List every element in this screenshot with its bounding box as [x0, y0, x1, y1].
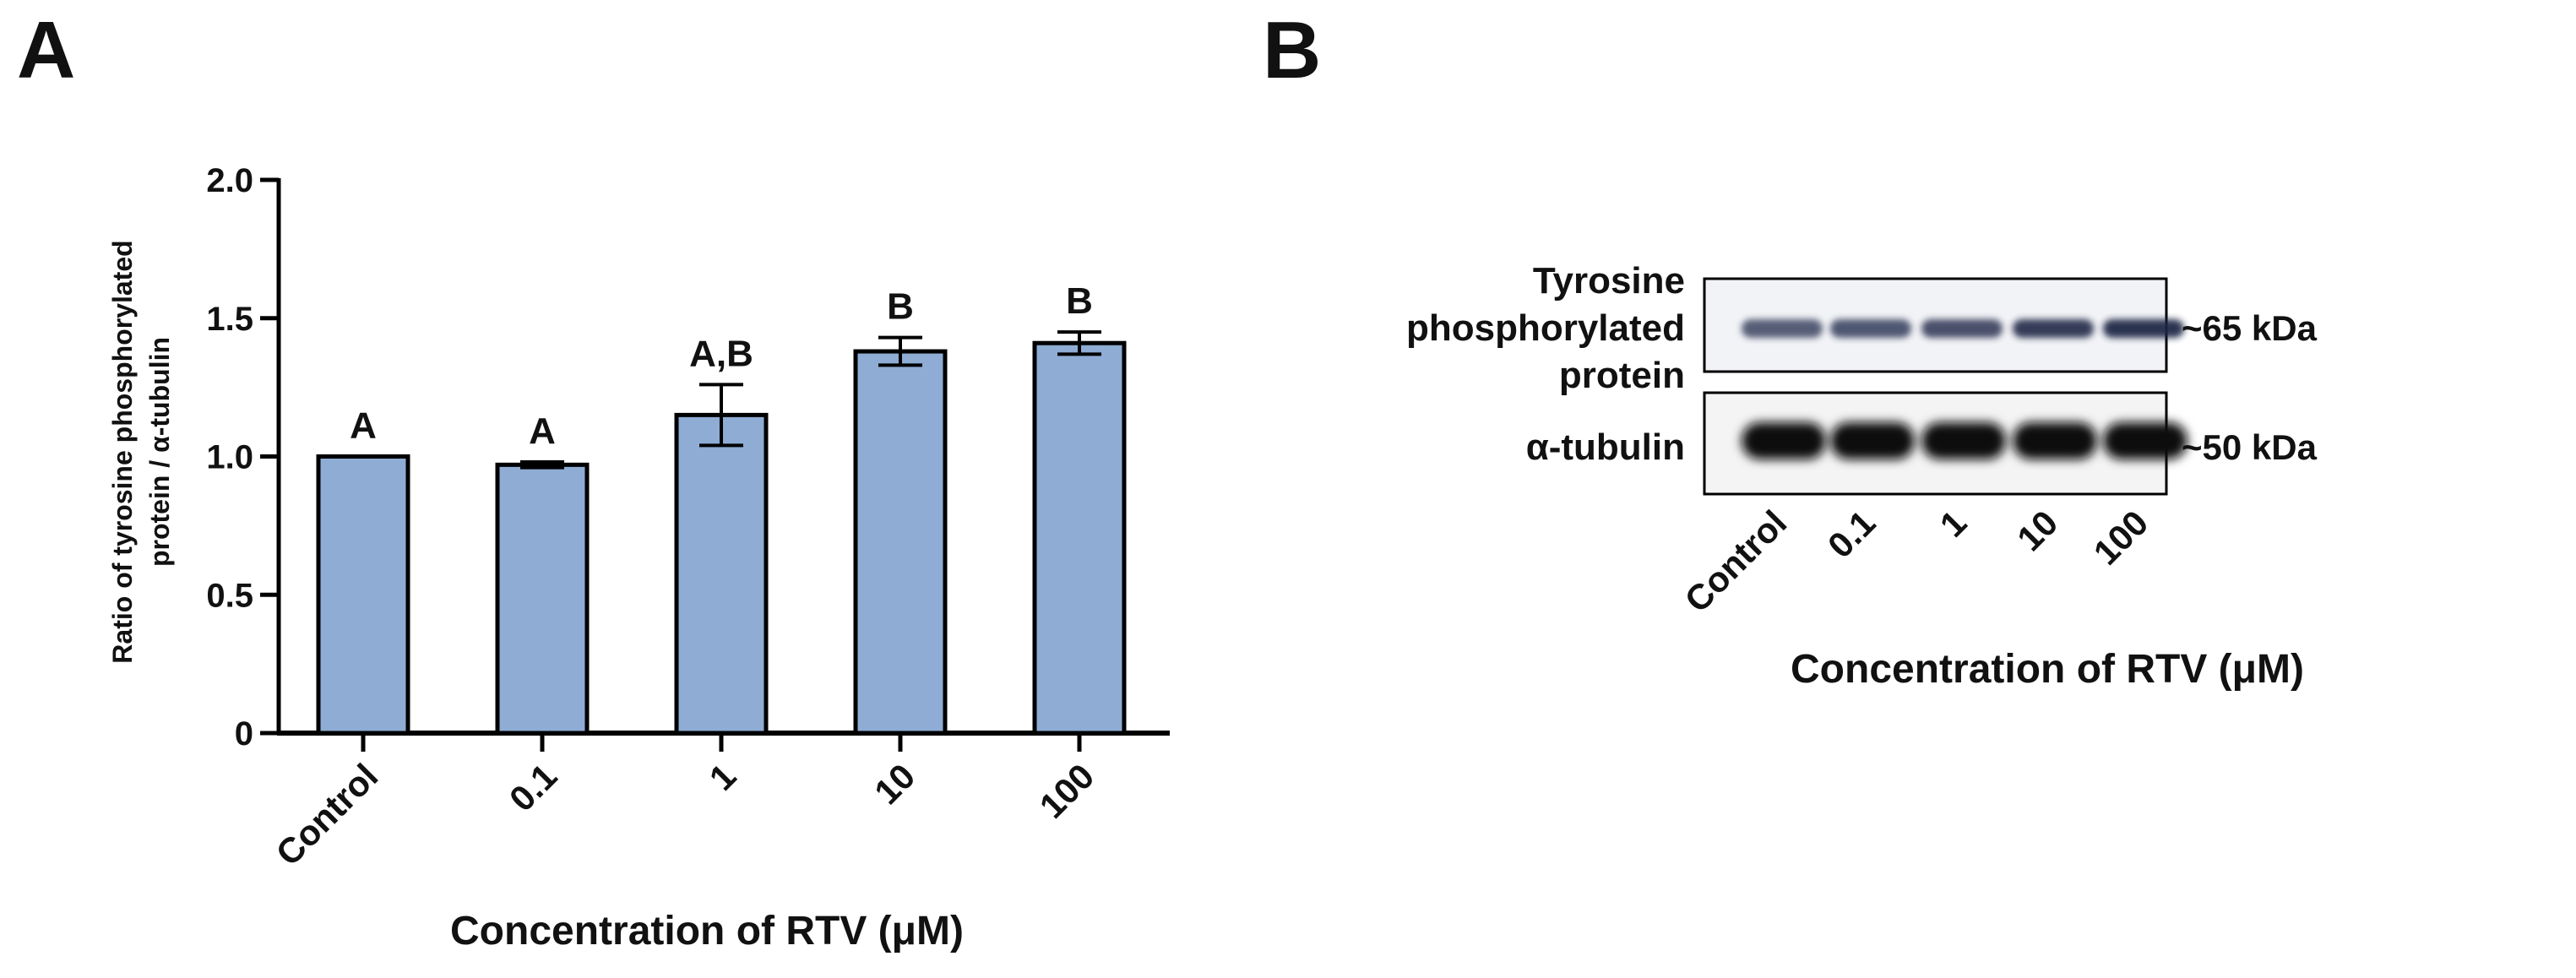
blot-band	[1830, 422, 1915, 459]
significance-letter: A,B	[689, 333, 753, 374]
x-tick-labels: Control 0.1 1 10 100	[269, 756, 1102, 873]
lane-labels: Control 0.1 1 10 100	[1677, 503, 2156, 620]
lane-label: 100	[2086, 503, 2156, 573]
x-tick-label: Control	[269, 756, 386, 873]
y-tick-label: 1.5	[206, 301, 253, 338]
lane-label: 0.1	[1820, 503, 1883, 566]
blot-row-label: phosphorylated	[1406, 307, 1685, 349]
blot-row-label: Tyrosine	[1533, 260, 1685, 302]
blot-band	[2103, 422, 2187, 459]
significance-letters: A A A,B B B	[350, 280, 1093, 452]
y-tick-label: 0	[235, 715, 253, 753]
x-axis	[277, 731, 1170, 752]
blot-row-label: protein	[1559, 355, 1685, 396]
molecular-weight-label: ~50 kDa	[2182, 427, 2318, 467]
significance-letter: B	[887, 286, 914, 328]
blot-row: Tyrosine phosphorylated protein ~65 kDa	[1406, 260, 2318, 396]
blot-band	[2013, 422, 2097, 459]
y-tick-label: 1.0	[206, 439, 253, 476]
y-axis-title: Ratio of tyrosine phosphorylated protein…	[107, 240, 175, 663]
panel-b: B Tyrosine phosphorylated protein ~65 kDa α-…	[1263, 5, 2318, 692]
error-bar	[520, 460, 564, 470]
y-axis-title-line-2: protein / α-tubulin	[144, 337, 175, 567]
y-tick-label: 2.0	[206, 162, 253, 199]
panel-a-label: A	[17, 5, 75, 95]
bars	[316, 340, 1127, 736]
blot-x-axis-title: Concentration of RTV (μM)	[1791, 647, 2304, 692]
x-tick-label: 0.1	[502, 756, 565, 819]
y-axis-title-line-1: Ratio of tyrosine phosphorylated	[107, 240, 138, 663]
significance-letter: A	[350, 405, 377, 447]
x-tick-label: 100	[1032, 756, 1102, 826]
blot-band	[1830, 319, 1911, 338]
lane-label: Control	[1677, 503, 1795, 620]
blot-band	[1921, 319, 2003, 338]
x-tick-label: 10	[867, 756, 922, 812]
error-bars	[520, 330, 1101, 470]
bar	[495, 462, 590, 736]
panel-a: A Ratio of tyrosine phosphorylated prote…	[17, 5, 1170, 954]
blot-band	[1921, 422, 2006, 459]
molecular-weight-label: ~65 kDa	[2182, 308, 2318, 348]
significance-letter: B	[1066, 280, 1093, 322]
y-axis: 0 0.5 1.0 1.5 2.0	[206, 162, 281, 753]
blot-rows: Tyrosine phosphorylated protein ~65 kDa α-tu…	[1406, 260, 2318, 496]
significance-letter: A	[529, 410, 556, 452]
panel-b-label: B	[1263, 5, 1321, 95]
blot-row-label: α-tubulin	[1526, 427, 1685, 468]
bar	[853, 349, 948, 736]
blot-band	[2013, 319, 2094, 338]
bar	[316, 454, 410, 736]
error-bar	[1057, 330, 1101, 356]
blot-row: α-tubulin ~50 kDa	[1526, 391, 2318, 496]
lane-label: 10	[2009, 503, 2065, 558]
lane-label: 1	[1932, 503, 1975, 545]
error-bar	[878, 335, 922, 367]
blot-band	[1742, 422, 1826, 459]
blot-band	[1742, 319, 1823, 338]
blot-band	[2103, 319, 2184, 338]
bar	[1032, 340, 1127, 736]
error-bar	[699, 383, 743, 448]
x-axis-title: Concentration of RTV (μM)	[450, 909, 964, 954]
y-tick-label: 0.5	[206, 577, 253, 614]
x-tick-label: 1	[702, 756, 744, 798]
bar	[674, 412, 769, 736]
